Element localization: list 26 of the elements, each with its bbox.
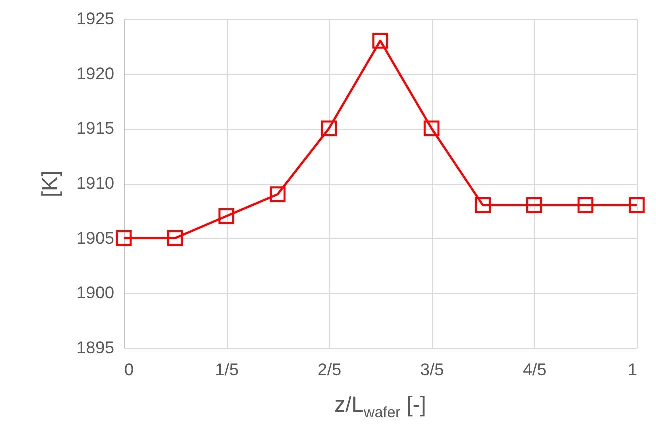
- y-axis-title: [K]: [38, 170, 63, 198]
- point: [475, 198, 491, 214]
- y-tick-label: 1925: [76, 10, 114, 28]
- point: [270, 186, 286, 202]
- point: [321, 120, 338, 137]
- x-tick-label: 0: [124, 360, 134, 380]
- x-tick-label: 3/5: [420, 360, 444, 380]
- x-tick-label: 1: [628, 360, 638, 380]
- point: [116, 230, 132, 246]
- point: [578, 198, 594, 214]
- y-tick-label: 1915: [76, 119, 114, 138]
- x-tick-label: 4/5: [523, 360, 547, 380]
- y-tick-label: 1900: [76, 284, 114, 303]
- point: [526, 198, 542, 214]
- y-tick-label: 1895: [76, 338, 114, 358]
- point: [372, 33, 388, 49]
- point: [218, 208, 234, 224]
- x-tick-label: 1/5: [215, 360, 239, 380]
- x-axis-title: z/L$_{wafer}$ [-]: [334, 392, 428, 422]
- x-tick-label: 2/5: [318, 360, 342, 380]
- point: [629, 198, 645, 214]
- point: [424, 120, 440, 137]
- y-tick-label: 1910: [76, 174, 114, 193]
- point: [167, 230, 184, 246]
- y-tick-label: 1905: [76, 228, 114, 248]
- y-tick-label: 1920: [76, 64, 114, 84]
